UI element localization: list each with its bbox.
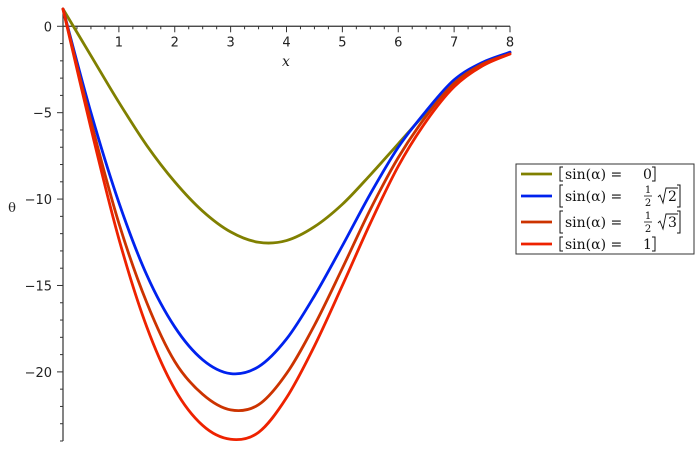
series-line-2 bbox=[61, 7, 512, 376]
legend-label-4: sin(α) = bbox=[565, 237, 622, 253]
x-tick-label: 8 bbox=[506, 35, 514, 50]
legend-bracket-right bbox=[677, 210, 681, 234]
x-tick-label: 7 bbox=[450, 35, 458, 50]
x-axis-label: x bbox=[282, 54, 290, 70]
x-tick-label: 3 bbox=[226, 35, 234, 50]
x-tick-label: 2 bbox=[171, 35, 179, 50]
axes: 1 2 3 4 5 6 7 8 0 −5 −10 −15 −20 bbox=[25, 9, 514, 442]
legend-sqrt-sign bbox=[657, 187, 678, 205]
legend-label-3: sin(α) = bbox=[565, 215, 622, 231]
y-tick-label: −15 bbox=[25, 279, 52, 294]
y-tick-label: −10 bbox=[25, 193, 52, 208]
legend-value-1: 0 bbox=[643, 167, 652, 183]
y-axis-label: θ bbox=[8, 201, 16, 216]
legend-bracket-left bbox=[559, 166, 563, 182]
series-line-4 bbox=[61, 7, 512, 442]
legend-sqrt-radicand: 2 bbox=[668, 189, 677, 205]
legend-bracket-left bbox=[559, 184, 563, 208]
legend-label-2: sin(α) = bbox=[565, 189, 622, 205]
legend-bracket-left bbox=[559, 236, 563, 252]
x-tick-label: 6 bbox=[394, 35, 402, 50]
y-tick-label: −20 bbox=[25, 366, 52, 381]
y-tick-label: −5 bbox=[33, 107, 52, 122]
legend-frac-denominator: 2 bbox=[645, 224, 651, 235]
legend: sin(α) = 0 sin(α) = 1 2 2 sin(α) = 1 2 3 sin(α)… bbox=[515, 163, 695, 255]
series-line-3 bbox=[61, 7, 512, 413]
legend-label-1: sin(α) = bbox=[565, 167, 622, 183]
legend-frac-numerator: 1 bbox=[645, 211, 651, 222]
legend-box bbox=[515, 163, 695, 255]
x-tick-label: 4 bbox=[282, 35, 290, 50]
legend-sqrt-sign bbox=[657, 213, 678, 231]
legend-frac-numerator: 1 bbox=[645, 185, 651, 196]
x-tick-label: 1 bbox=[115, 35, 123, 50]
series-group bbox=[61, 7, 512, 442]
legend-bracket-right bbox=[652, 166, 656, 182]
legend-sqrt-radicand: 3 bbox=[668, 215, 677, 231]
legend-bracket-right bbox=[677, 184, 681, 208]
x-tick-label: 5 bbox=[338, 35, 346, 50]
legend-bracket-right bbox=[652, 236, 656, 252]
legend-frac-denominator: 2 bbox=[645, 198, 651, 209]
y-tick-label: 0 bbox=[44, 20, 52, 35]
legend-value-4: 1 bbox=[643, 237, 652, 253]
legend-bracket-left bbox=[559, 210, 563, 234]
